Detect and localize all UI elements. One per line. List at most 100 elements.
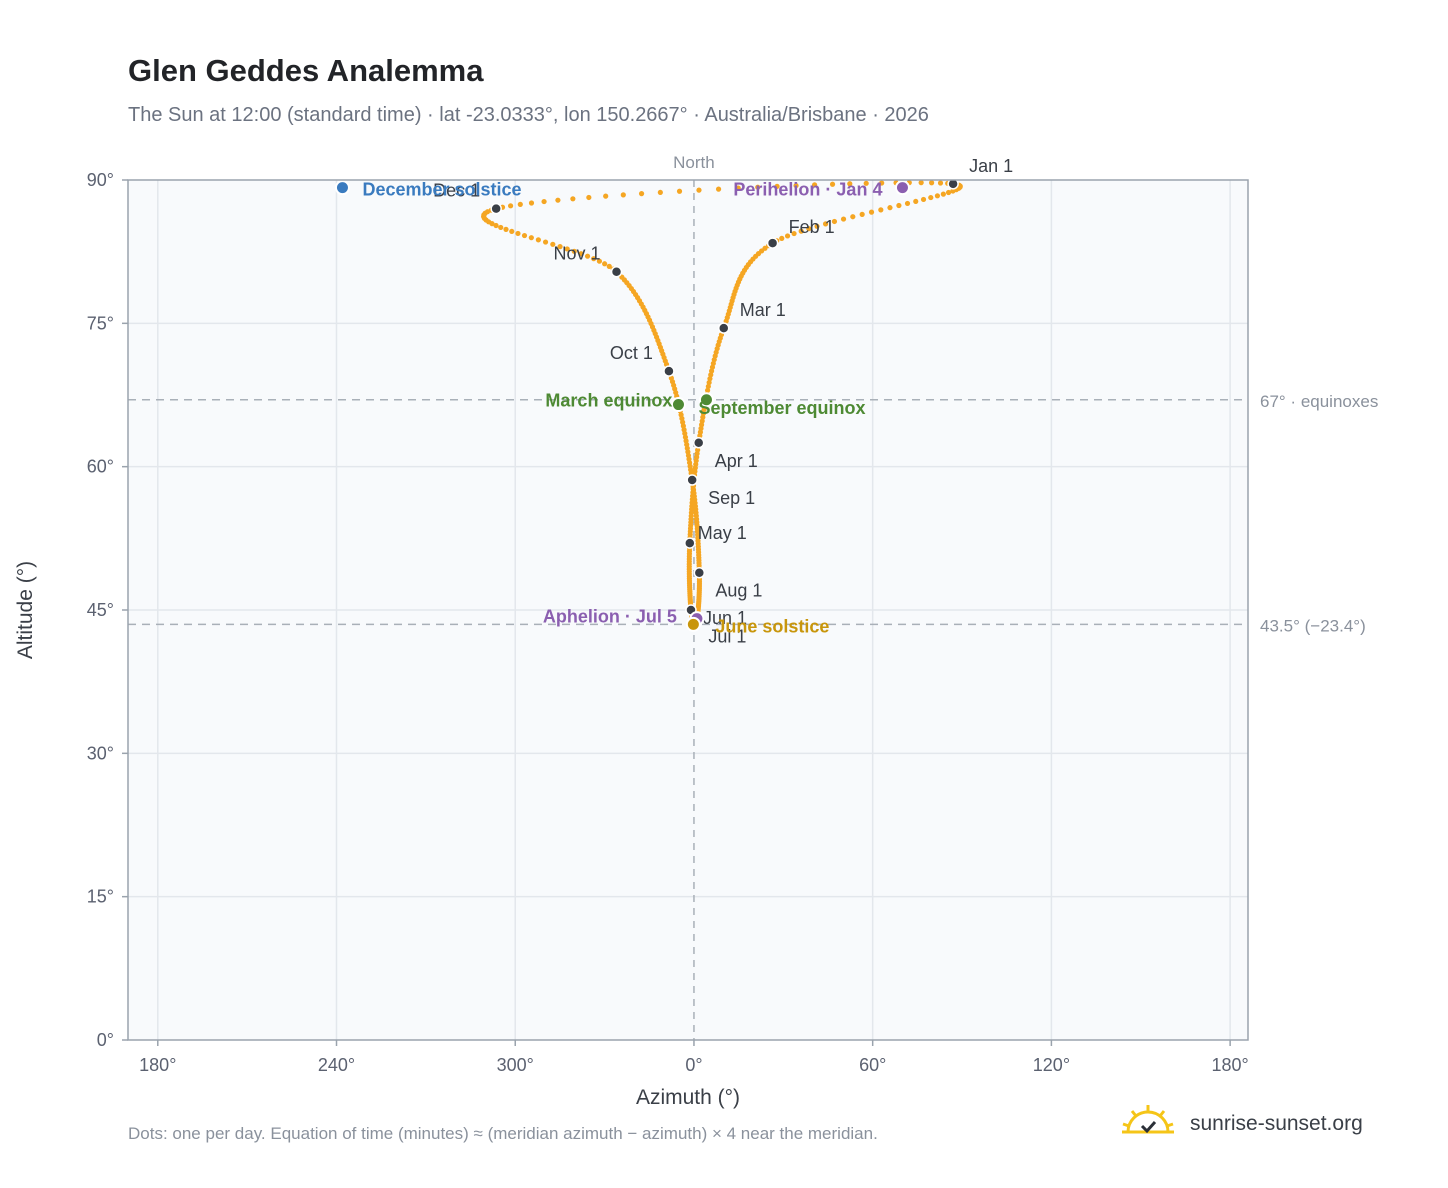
month-marker bbox=[610, 265, 623, 278]
daily-sun-dot bbox=[784, 233, 791, 239]
month-label: Jan 1 bbox=[969, 156, 1013, 176]
x-tick-label: 240° bbox=[318, 1055, 355, 1075]
daily-sun-dot bbox=[507, 203, 514, 209]
x-tick-label: 300° bbox=[497, 1055, 534, 1075]
y-tick-label: 15° bbox=[87, 887, 114, 907]
daily-sun-dot bbox=[847, 181, 853, 187]
daily-sun-dot bbox=[779, 235, 785, 241]
month-label: Jun 1 bbox=[703, 608, 747, 628]
daily-sun-dot bbox=[557, 244, 563, 250]
month-marker bbox=[684, 537, 696, 549]
event-markers: December solstice Perihelion · Jan 4 March… bbox=[334, 180, 910, 636]
month-marker bbox=[663, 365, 675, 377]
daily-sun-dot bbox=[509, 228, 515, 235]
daily-sun-dot bbox=[696, 187, 702, 193]
month-marker bbox=[693, 566, 706, 579]
brand[interactable]: sunrise-sunset.org bbox=[1120, 1102, 1390, 1146]
month-label: Nov 1 bbox=[553, 244, 600, 264]
daily-sun-dot bbox=[602, 261, 608, 267]
daily-sun-dot bbox=[904, 200, 911, 207]
daily-sun-dot bbox=[705, 383, 711, 390]
daily-sun-dot bbox=[715, 186, 722, 192]
daily-sun-dot bbox=[493, 222, 499, 229]
daily-sun-dot bbox=[707, 376, 713, 382]
daily-sun-dot bbox=[586, 194, 592, 201]
daily-sun-dot bbox=[528, 200, 535, 206]
chart-subtitle: The Sun at 12:00 (standard time) · lat -… bbox=[128, 104, 929, 126]
daily-sun-dot bbox=[831, 218, 838, 225]
daily-sun-dot bbox=[515, 230, 521, 237]
daily-sun-dot bbox=[550, 241, 556, 247]
daily-sun-dot bbox=[584, 253, 591, 259]
daily-sun-dot bbox=[929, 180, 935, 186]
daily-sun-dot bbox=[755, 184, 761, 190]
daily-sun-dot bbox=[806, 226, 812, 232]
daily-sun-dot bbox=[535, 237, 541, 243]
x-tick-label: 60° bbox=[859, 1055, 886, 1075]
daily-sun-dot bbox=[606, 263, 612, 269]
daily-sun-dot bbox=[850, 214, 856, 220]
footnote: Dots: one per day. Equation of time (min… bbox=[128, 1124, 878, 1143]
daily-sun-dot bbox=[928, 194, 934, 201]
month-label: Apr 1 bbox=[715, 451, 758, 471]
daily-sun-dot bbox=[620, 192, 626, 198]
month-label: Jul 1 bbox=[708, 626, 746, 646]
daily-sun-dot bbox=[940, 191, 946, 197]
daily-sun-dot bbox=[934, 193, 941, 199]
daily-sun-dot bbox=[840, 216, 847, 222]
x-tick-label: 180° bbox=[139, 1055, 176, 1075]
daily-sun-dot bbox=[887, 205, 893, 211]
month-label: Aug 1 bbox=[715, 581, 762, 601]
event-label: March equinox bbox=[545, 391, 672, 411]
daily-sun-dot bbox=[937, 180, 944, 186]
y-tick-label: 90° bbox=[87, 170, 114, 190]
daily-sun-dot bbox=[564, 246, 570, 252]
brand-name[interactable]: sunrise-sunset.org bbox=[1190, 1112, 1363, 1135]
daily-sun-dot bbox=[829, 181, 836, 187]
daily-sun-dot bbox=[945, 189, 952, 196]
daily-sun-dot bbox=[596, 258, 603, 264]
daily-sun-dot bbox=[701, 407, 707, 413]
event-marker bbox=[334, 180, 350, 196]
month-marker bbox=[692, 437, 705, 449]
event-label: December solstice bbox=[362, 180, 521, 200]
sun-logo-icon bbox=[1122, 1105, 1174, 1134]
month-marker bbox=[766, 237, 779, 249]
chart-title: Glen Geddes Analemma bbox=[128, 53, 484, 88]
daily-sun-dot bbox=[878, 207, 884, 213]
axis-ticks: 0° 15° 30° 45° 60° 75° 90° 180° 240° 300° 0° 60° 120… bbox=[87, 170, 1249, 1075]
daily-sun-dot bbox=[603, 193, 609, 199]
north-label: North bbox=[673, 153, 715, 172]
daily-sun-dot bbox=[591, 256, 597, 262]
event-label: Perihelion · Jan 4 bbox=[733, 180, 882, 200]
daily-sun-dot bbox=[814, 223, 820, 229]
daily-sun-dot bbox=[676, 188, 683, 194]
x-tick-label: 120° bbox=[1033, 1055, 1070, 1075]
event-label: June solstice bbox=[715, 616, 829, 636]
month-marker bbox=[490, 202, 502, 215]
event-marker bbox=[894, 180, 910, 196]
daily-sun-dot bbox=[879, 180, 885, 186]
daily-sun-dot bbox=[555, 197, 561, 203]
y-tick-label: 0° bbox=[97, 1030, 114, 1050]
event-label: Aphelion · Jul 5 bbox=[543, 607, 677, 627]
daily-sun-dot bbox=[498, 224, 504, 231]
daily-sun-dot bbox=[896, 202, 902, 209]
daily-sun-dot bbox=[704, 387, 711, 393]
x-tick-label: 180° bbox=[1212, 1055, 1249, 1075]
event-marker bbox=[698, 392, 714, 408]
y-tick-label: 45° bbox=[87, 600, 114, 620]
daily-sun-dot bbox=[811, 182, 818, 188]
y-axis-title: Altitude (°) bbox=[14, 561, 37, 659]
x-axis-title: Azimuth (°) bbox=[636, 1086, 740, 1109]
daily-sun-dot bbox=[913, 198, 919, 205]
daily-sun-dot bbox=[868, 209, 875, 215]
daily-sun-dot bbox=[638, 191, 645, 197]
month-marker bbox=[686, 474, 698, 486]
daily-sun-dot bbox=[657, 189, 663, 196]
daily-sun-dot bbox=[920, 196, 927, 203]
daily-sun-dot bbox=[517, 201, 523, 207]
event-marker bbox=[685, 616, 701, 632]
month-label: Oct 1 bbox=[610, 343, 653, 363]
